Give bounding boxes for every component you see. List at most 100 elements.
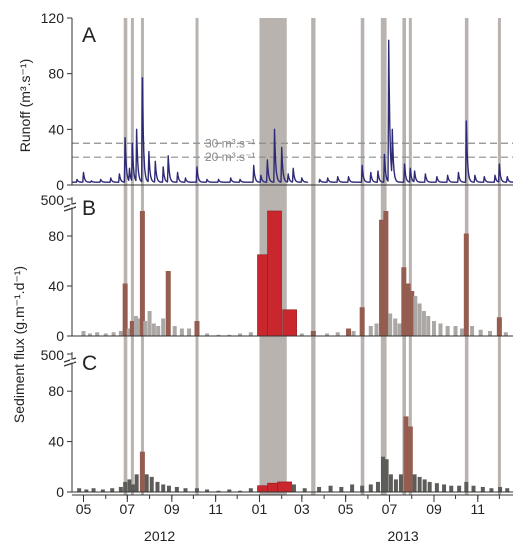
event-band [195, 18, 199, 495]
flux-bar [174, 486, 179, 492]
flux-bar [368, 326, 373, 336]
flux-bar [393, 318, 398, 336]
x-tick-label: 05 [338, 501, 354, 517]
flux-bar [478, 329, 483, 336]
flux-bar [166, 485, 171, 492]
flux-bar-event [403, 416, 409, 492]
flux-bar [488, 331, 493, 336]
event-bands [123, 18, 501, 495]
flux-bar [248, 488, 253, 492]
x-tick-label: 05 [76, 501, 92, 517]
axis-break-mark [63, 361, 77, 367]
flux-bar [161, 484, 166, 492]
flux-bar [397, 323, 402, 336]
flux-bar [417, 476, 422, 492]
flux-bar [417, 303, 422, 336]
panel-letter: B [82, 197, 96, 220]
flux-bar [445, 326, 450, 336]
flux-bar [118, 331, 123, 336]
axis-break-gap [70, 359, 74, 363]
flux-bar [388, 474, 393, 492]
panel-letter: C [82, 352, 97, 375]
flux-bar [427, 481, 432, 492]
flux-bar [205, 333, 210, 336]
y-tick-label: 40 [48, 434, 64, 450]
flux-bar [449, 485, 454, 492]
y-tick-label: 0 [56, 484, 64, 500]
runoff-line [71, 77, 309, 183]
y-tick-label: 120 [41, 10, 65, 26]
flux-bar [412, 474, 417, 492]
flux-bar-event [359, 307, 365, 336]
flux-bar-event [405, 283, 411, 336]
flux-bar [147, 311, 152, 336]
runoff-line [318, 39, 514, 183]
x-tick-label: 11 [471, 501, 486, 517]
flux-bar [205, 489, 210, 492]
flux-bar-event [122, 283, 128, 336]
y-tick-label: 0 [56, 328, 64, 344]
flux-bar [375, 481, 380, 492]
x-tick-label: 07 [382, 501, 398, 517]
flux-bar [91, 488, 96, 492]
flux-bar [95, 332, 100, 336]
flux-bar [136, 318, 141, 336]
flux-bar [194, 488, 199, 492]
y-break-label: 500 [41, 347, 65, 363]
flux-bar [302, 488, 307, 492]
flux-bar [291, 484, 296, 492]
flux-bar [151, 323, 156, 336]
flux-bar [426, 316, 431, 336]
flux-bar [238, 333, 243, 336]
flux-bar [161, 318, 166, 336]
flux-bar [134, 474, 139, 492]
axis-break-gap [70, 204, 74, 208]
x-tick-label: 07 [120, 501, 136, 517]
flux-bar-event [129, 321, 135, 336]
flux-bar-event [346, 328, 352, 336]
event-band [311, 18, 316, 495]
flux-bar [480, 486, 485, 492]
flux-bar [248, 332, 253, 336]
y-tick-label: 80 [48, 383, 64, 399]
reference-line-label: 20 m³.s⁻¹ [205, 150, 255, 164]
flux-bar [77, 488, 82, 492]
flux-bar [103, 333, 108, 336]
flux-bar [505, 488, 510, 492]
flux-bar [123, 481, 128, 492]
flux-bar [227, 334, 232, 336]
flux-bar [460, 328, 465, 336]
flux-bar [100, 489, 105, 492]
flux-bar [81, 331, 86, 336]
y-tick-label: 80 [48, 228, 64, 244]
flux-bar [360, 485, 365, 492]
event-band [408, 18, 412, 495]
y-tick-label: 0 [56, 177, 64, 193]
flux-bar [434, 483, 439, 492]
flux-bar [471, 485, 476, 492]
flux-bar [238, 490, 243, 492]
flux-bar [328, 485, 333, 492]
axes: 0 40 80 120 A 0 40 80 500 B 0 40 80 500 C Runoff (m³.s⁻… [11, 10, 513, 544]
flux-bar [457, 485, 462, 492]
event-band [360, 18, 365, 495]
flux-bar [216, 334, 221, 336]
event-band [402, 18, 406, 495]
flux-bar [155, 481, 160, 492]
flux-bar [470, 326, 475, 336]
flux-bar [156, 326, 161, 336]
flux-bar [421, 311, 426, 336]
flux-bar-event [165, 271, 171, 336]
flux-bar [438, 323, 443, 336]
flux-bar [324, 333, 329, 336]
flux-bar [442, 484, 447, 492]
flux-bar-strong [267, 210, 282, 337]
flux-bar-event [463, 233, 469, 336]
flux-bar-event [496, 317, 502, 336]
x-tick-label: 03 [294, 501, 310, 517]
x-tick-label: 09 [164, 501, 180, 517]
flux-bar [87, 333, 92, 336]
chart-content: 30 m³.s⁻¹20 m³.s⁻¹ [71, 39, 514, 493]
flux-bar [350, 484, 355, 492]
